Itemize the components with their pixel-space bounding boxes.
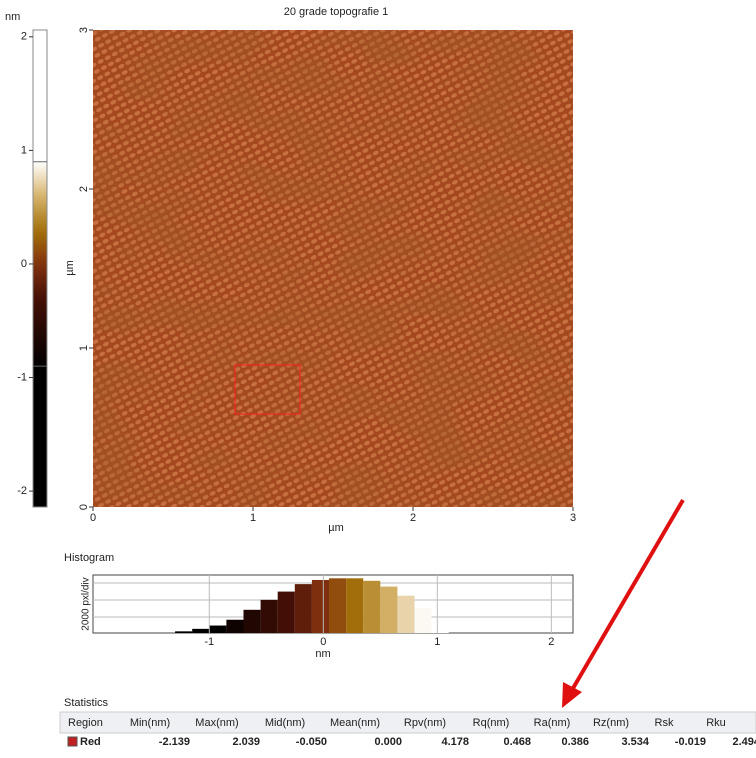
statistics-title: Statistics	[64, 697, 109, 709]
table-cell: 2.039	[232, 736, 260, 748]
histogram-bar	[260, 599, 278, 633]
y-tick-label: 3	[78, 27, 90, 33]
table-header: Region	[68, 717, 103, 729]
table-header: Rz(nm)	[593, 717, 629, 729]
table-header: Ra(nm)	[534, 717, 571, 729]
table-cell: 2.494	[732, 736, 756, 748]
histogram-bar	[346, 578, 364, 633]
table-header: Rku	[706, 717, 726, 729]
colorbar-tick-label: -2	[17, 485, 27, 497]
table-header: Max(nm)	[195, 717, 238, 729]
histogram-tick-label: 2	[548, 636, 554, 648]
y-tick-label: 2	[78, 186, 90, 192]
table-cell: -0.019	[675, 736, 706, 748]
histogram-bar	[243, 609, 261, 633]
region-checkbox[interactable]	[67, 736, 78, 747]
region-box[interactable]	[234, 364, 301, 415]
table-header: Rsk	[655, 717, 674, 729]
colorbar-tick-label: -1	[17, 371, 27, 383]
histogram-bar	[294, 584, 312, 633]
table-header-bg	[59, 711, 756, 734]
histogram-bar	[329, 578, 347, 633]
x-tick-label: 3	[570, 512, 576, 524]
histogram-bar	[363, 580, 381, 633]
afm-noise	[93, 30, 573, 507]
annotation-arrow	[562, 498, 685, 708]
histogram-x-label: nm	[315, 648, 330, 660]
colorbar-tick-label: 0	[21, 258, 27, 270]
histogram-y-label: 2000 pxl/div	[81, 577, 92, 630]
histogram-tick-label: 0	[320, 636, 326, 648]
y-tick-label: 0	[78, 504, 90, 510]
histogram-title: Histogram	[64, 552, 114, 564]
histogram-bar	[277, 591, 295, 633]
colorbar-unit: nm	[5, 11, 20, 23]
x-tick-label: 1	[250, 512, 256, 524]
table-header: Mean(nm)	[330, 717, 380, 729]
y-tick-label: 1	[78, 345, 90, 351]
table-cell: Red	[80, 736, 101, 748]
colorbar-tick-label: 1	[21, 144, 27, 156]
table-header: Mid(nm)	[265, 717, 305, 729]
histogram-bar	[431, 623, 449, 633]
table-header: Rq(nm)	[473, 717, 510, 729]
y-axis-label: µm	[64, 260, 76, 276]
histogram-bar	[380, 586, 398, 633]
table-header: Min(nm)	[130, 717, 170, 729]
image-title: 20 grade topografie 1	[284, 6, 389, 18]
histogram-bar	[175, 631, 193, 633]
histogram-tick-label: 1	[434, 636, 440, 648]
table-cell: 0.468	[503, 736, 531, 748]
histogram-tick-label: -1	[204, 636, 214, 648]
table-cell: -2.139	[159, 736, 190, 748]
x-tick-label: 2	[410, 512, 416, 524]
histogram-bar	[209, 625, 227, 633]
histogram-bar	[397, 595, 415, 633]
histogram-bar	[226, 619, 244, 633]
histogram-bar	[192, 628, 210, 633]
table-cell: 0.386	[561, 736, 589, 748]
colorbar-tick-label: 2	[21, 31, 27, 43]
table-header: Rpv(nm)	[404, 717, 446, 729]
table-cell: 3.534	[621, 736, 649, 748]
table-cell: -0.050	[296, 736, 327, 748]
colorbar	[32, 29, 48, 508]
histogram-bar	[414, 608, 432, 633]
table-cell: 0.000	[374, 736, 402, 748]
table-cell: 4.178	[441, 736, 469, 748]
x-tick-label: 0	[90, 512, 96, 524]
histogram-bar	[311, 579, 330, 633]
x-axis-label: µm	[328, 522, 344, 534]
